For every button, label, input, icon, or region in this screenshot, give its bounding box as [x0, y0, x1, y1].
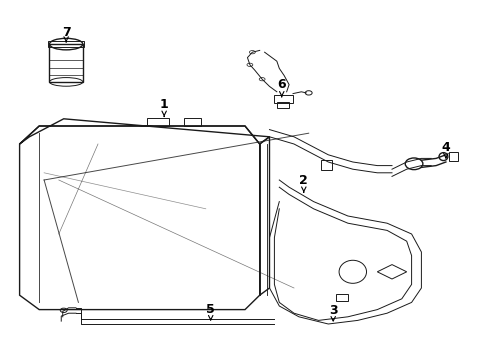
Bar [147, 118, 169, 126]
Text: 6: 6 [277, 78, 286, 97]
Text: 4: 4 [441, 141, 450, 158]
Bar [49, 44, 83, 82]
Bar [449, 152, 458, 161]
Text: 3: 3 [329, 304, 338, 321]
Bar [274, 95, 293, 103]
Bar [321, 160, 332, 170]
Bar [277, 102, 289, 108]
Bar [336, 294, 348, 301]
Text: 7: 7 [62, 26, 71, 42]
Bar [48, 41, 84, 47]
Text: 5: 5 [206, 303, 215, 320]
Text: 2: 2 [299, 174, 308, 192]
Bar [184, 118, 201, 126]
Text: 1: 1 [160, 98, 169, 117]
